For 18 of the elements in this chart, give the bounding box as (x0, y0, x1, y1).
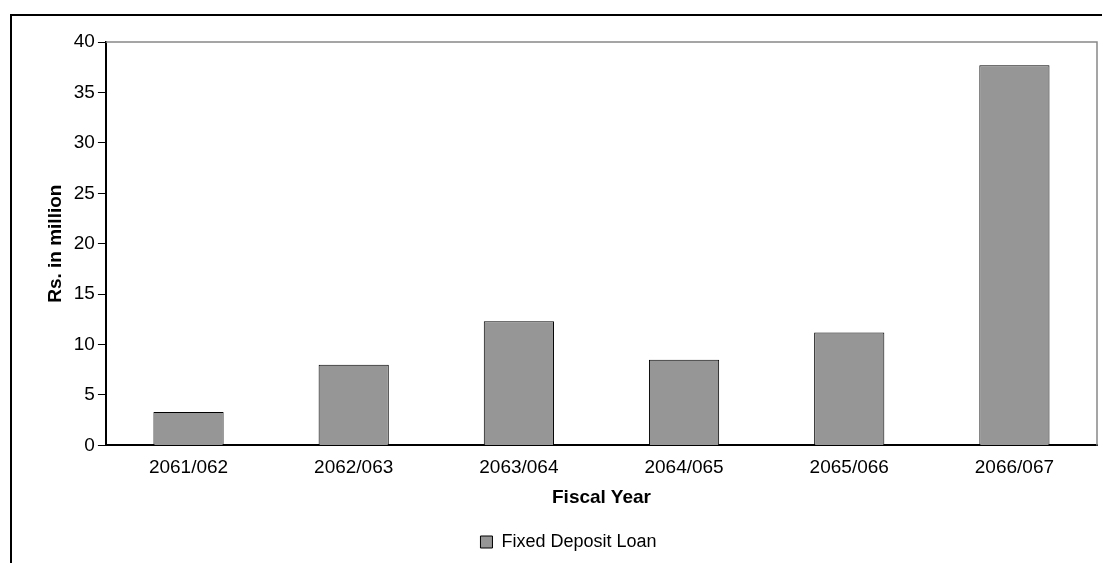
x-tick-label: 2064/065 (644, 456, 724, 478)
y-tick-label: 30 (73, 131, 95, 153)
x-tick-label: 2061/062 (148, 456, 229, 478)
y-tick-label: 20 (73, 231, 95, 253)
y-tick-label: 25 (73, 181, 95, 203)
y-tick-label: 0 (84, 433, 95, 455)
y-tick-label: 35 (73, 80, 95, 102)
y-tick-label: 15 (73, 282, 95, 304)
y-axis-title: Rs. in million (43, 184, 65, 303)
x-tick-label: 2065/066 (809, 456, 889, 478)
y-tick-label: 10 (73, 332, 95, 354)
y-tick-label: 5 (84, 383, 95, 405)
y-tick-label: 40 (73, 30, 95, 52)
x-tick-label: 2066/067 (974, 456, 1055, 478)
legend-label: Fixed Deposit Loan (501, 530, 657, 551)
x-tick-label: 2063/064 (479, 456, 559, 478)
x-axis-title: Fiscal Year (551, 485, 652, 507)
x-tick-label: 2062/063 (314, 456, 394, 478)
